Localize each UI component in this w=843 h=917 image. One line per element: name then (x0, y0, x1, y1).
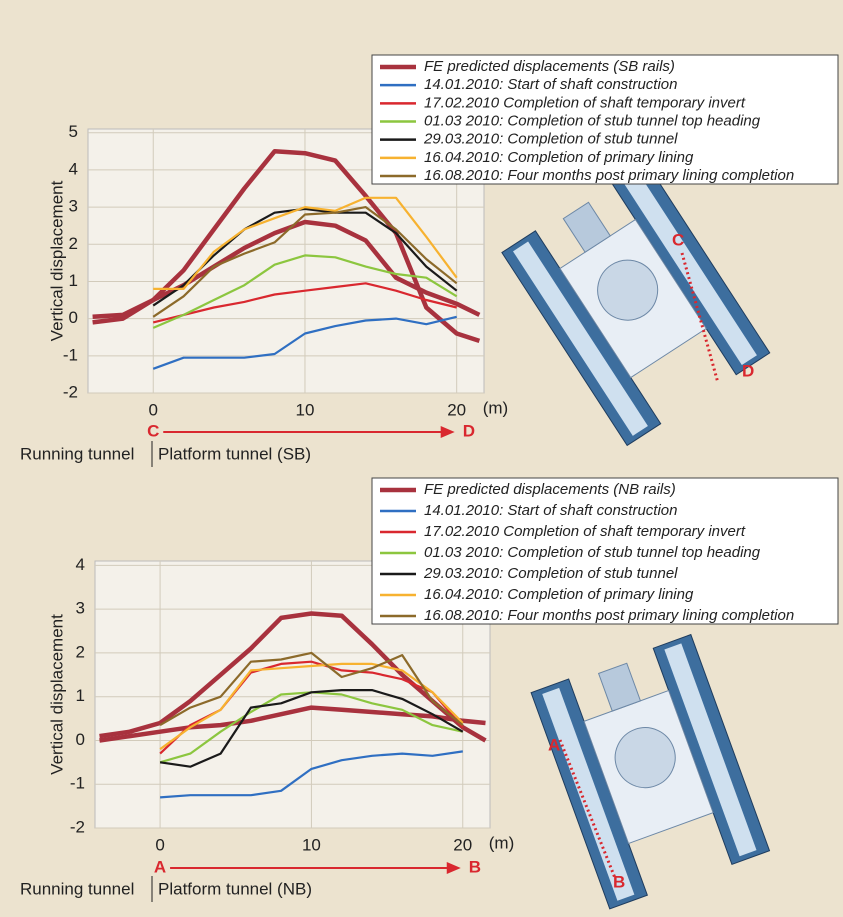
y-tick-label: 4 (76, 555, 85, 574)
x-unit: (m) (483, 398, 508, 417)
y-tick-label: -2 (63, 382, 78, 401)
y-tick-label: -1 (70, 774, 85, 793)
legend: FE predicted displacements (SB rails)14.… (371, 54, 839, 185)
y-tick-label: -2 (70, 817, 85, 836)
diagram-bottom (530, 633, 771, 910)
x-unit: (m) (489, 833, 514, 852)
legend-label: 14.01.2010: Start of shaft construction (424, 76, 678, 93)
y-tick-label: -1 (63, 345, 78, 364)
legend-box (371, 477, 839, 625)
x-tick-label: 0 (149, 400, 158, 419)
tunnel-label: Platform tunnel (SB) (158, 444, 311, 463)
data-line (152, 206, 458, 318)
diagram-label: C (672, 230, 684, 249)
y-tick-label: 3 (69, 197, 78, 216)
x-tick-label: 10 (296, 400, 315, 419)
y-tick-label: 0 (76, 730, 85, 749)
legend-label: FE predicted displacements (SB rails) (424, 58, 675, 75)
legend-label: 16.04.2010: Completion of primary lining (424, 586, 694, 603)
legend-label: 01.03 2010: Completion of stub tunnel to… (424, 544, 761, 561)
diagram-label: A (548, 735, 560, 754)
x-tick-label: 20 (447, 400, 466, 419)
tunnel-label: Running tunnel (20, 879, 134, 898)
legend-label: FE predicted displacements (NB rails) (424, 481, 676, 498)
y-tick-label: 1 (76, 686, 85, 705)
legend-label: 17.02.2010 Completion of shaft temporary… (424, 94, 746, 111)
legend-label: 14.01.2010: Start of shaft construction (424, 502, 678, 519)
diagram-label: D (742, 361, 754, 380)
legend-label: 01.03 2010: Completion of stub tunnel to… (424, 112, 761, 129)
x-tick-label: 20 (453, 835, 472, 854)
x-tick-label: 0 (155, 835, 164, 854)
data-line (99, 611, 487, 743)
legend-label: 17.02.2010 Completion of shaft temporary… (424, 523, 746, 540)
tunnel-label: Platform tunnel (NB) (158, 879, 312, 898)
y-axis-title: Vertical displacement (47, 180, 66, 341)
data-line (153, 196, 458, 290)
diagram-top (501, 159, 771, 447)
legend-label: 16.08.2010: Four months post primary lin… (424, 167, 794, 184)
y-tick-label: 1 (69, 271, 78, 290)
diagram-label: B (613, 872, 625, 891)
x-tick-label: 10 (302, 835, 321, 854)
y-tick-label: 2 (76, 642, 85, 661)
data-line (152, 282, 457, 324)
arrow-label: D (463, 421, 475, 440)
data-line (159, 662, 464, 751)
data-line (160, 750, 463, 799)
y-tick-label: 5 (69, 122, 78, 141)
legend-label: 16.04.2010: Completion of primary lining (424, 149, 694, 166)
arrow-label: C (147, 421, 159, 440)
arrow-head (440, 426, 455, 438)
tunnel-label: Running tunnel (20, 444, 134, 463)
data-line (152, 315, 457, 370)
y-tick-label: 0 (69, 308, 78, 327)
data-line (152, 254, 458, 329)
y-tick-label: 2 (69, 234, 78, 253)
legend-label: 29.03.2010: Completion of stub tunnel (423, 565, 678, 582)
arrow-head (446, 862, 461, 874)
data-line (99, 705, 486, 743)
legend-label: 16.08.2010: Four months post primary lin… (424, 607, 794, 624)
legend: FE predicted displacements (NB rails) 14.… (371, 477, 839, 625)
data-line (159, 651, 464, 727)
y-axis-title: Vertical displacement (47, 614, 66, 775)
data-line (159, 689, 464, 768)
legend-box (371, 54, 839, 185)
legend-label: 29.03.2010: Completion of stub tunnel (423, 131, 678, 148)
arrow-label: A (154, 857, 166, 876)
y-tick-label: 3 (76, 599, 85, 618)
arrow-label: B (469, 857, 481, 876)
y-tick-label: 4 (69, 159, 78, 178)
